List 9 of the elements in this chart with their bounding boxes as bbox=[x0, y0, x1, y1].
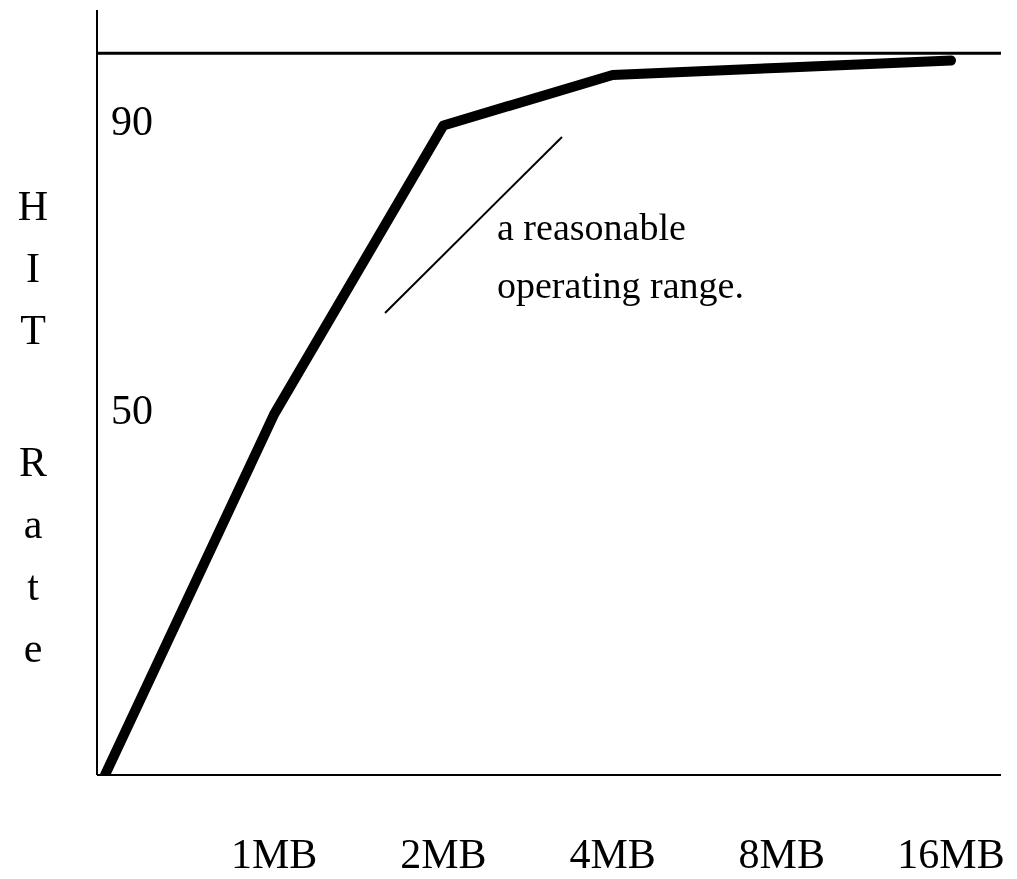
x-tick-label: 4MB bbox=[569, 831, 656, 877]
x-tick-label: 8MB bbox=[738, 831, 825, 877]
x-tick-label: 16MB bbox=[897, 831, 1005, 877]
x-tick-label: 2MB bbox=[400, 831, 487, 877]
annotation: a reasonable operating range. bbox=[497, 205, 745, 308]
text: HIT Rate bbox=[17, 183, 49, 671]
x-tick-label: 1MB bbox=[231, 831, 318, 877]
y-tick-label: 50 bbox=[111, 386, 153, 433]
y-tick-label: 90 bbox=[111, 98, 153, 145]
